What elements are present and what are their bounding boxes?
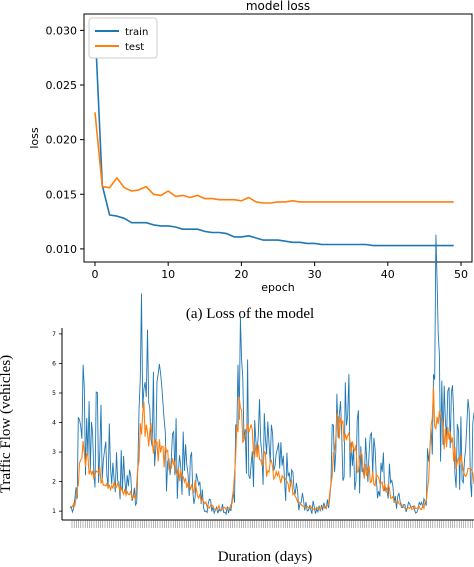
y-tick-label: 1	[52, 508, 56, 515]
y-tick-label: 4	[52, 420, 56, 427]
traffic-flow-chart: 1 2 3 4 5 6 7 Duration (days) Traffic Flow (ve…	[0, 234, 474, 565]
series-line-orange	[69, 387, 474, 511]
x-tick-label: 30	[308, 268, 322, 281]
y-tick-label: 0.020	[46, 134, 78, 147]
x-axis-label: Duration (days)	[218, 549, 313, 565]
chart-title: model loss	[246, 0, 310, 13]
legend-box	[88, 17, 158, 59]
y-tick-label: 0.030	[46, 24, 78, 37]
y-tick-label: 7	[52, 331, 56, 338]
series-lines	[94, 24, 454, 247]
x-ticks	[71, 520, 473, 528]
figure-caption: (a) Loss of the model	[186, 306, 314, 322]
x-tick-label: 0	[91, 268, 98, 281]
x-ticks: 0 10 20 30 40 50	[91, 262, 468, 281]
y-tick-label: 0.010	[46, 243, 78, 256]
y-tick-label: 2	[52, 479, 56, 486]
series-lines	[69, 234, 474, 516]
series-line-train	[94, 24, 454, 247]
y-ticks: 0.010 0.015 0.020 0.025 0.030	[46, 24, 84, 256]
legend: train test	[88, 17, 158, 59]
loss-chart: model loss 0 10 20 30 40 50 0.0100.0150.0200.…	[28, 0, 473, 294]
y-tick-label: 5	[52, 390, 56, 397]
axes	[61, 328, 474, 521]
y-tick-label: 6	[52, 360, 56, 367]
series-line-blue	[69, 234, 474, 516]
x-axis-label: epoch	[261, 281, 295, 294]
y-tick-label: 0.015	[46, 188, 78, 201]
y-tick-label: 3	[52, 449, 56, 456]
series-line-test	[94, 112, 454, 204]
x-tick-label: 50	[454, 268, 468, 281]
x-tick-label: 40	[381, 268, 395, 281]
plot-frame	[83, 13, 473, 263]
legend-label-train: train	[125, 27, 148, 38]
y-tick-label: 0.025	[46, 79, 78, 92]
legend-label-test: test	[125, 42, 144, 53]
y-axis-label: loss	[28, 127, 41, 149]
x-tick-label: 10	[161, 268, 175, 281]
y-axis-label: Traffic Flow (vehicles)	[0, 355, 14, 493]
y-ticks: 1 2 3 4 5 6 7	[52, 331, 62, 515]
x-tick-label: 20	[234, 268, 248, 281]
